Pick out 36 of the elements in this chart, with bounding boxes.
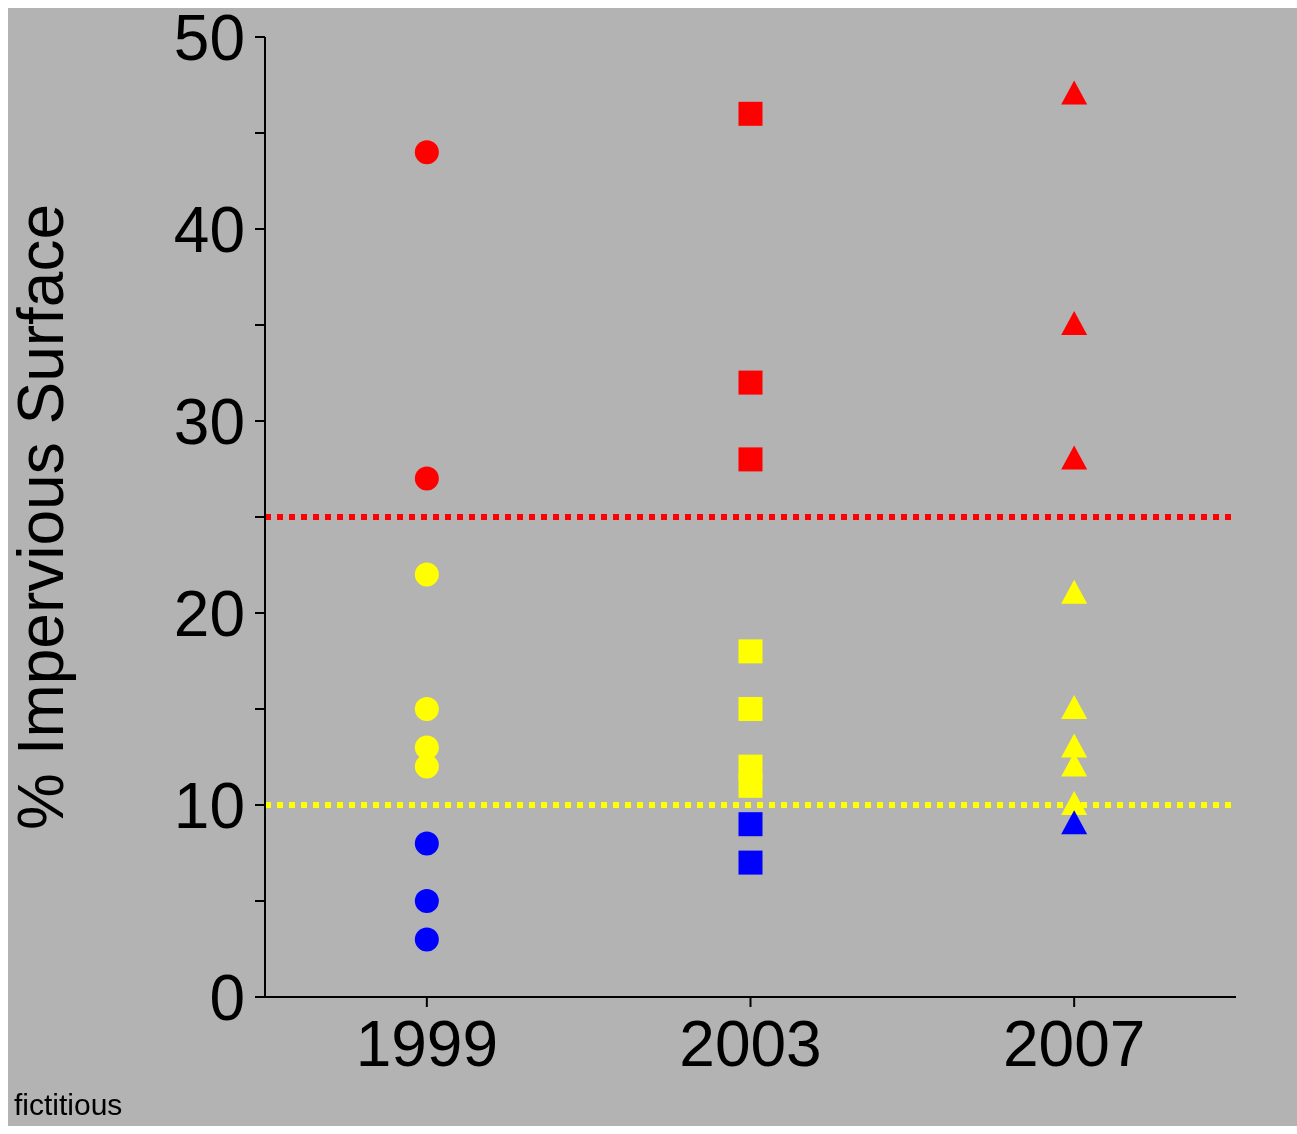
- point: [738, 850, 763, 875]
- point: [414, 889, 439, 913]
- y-tick-label: 50: [173, 1, 245, 74]
- y-tick-label: 30: [173, 385, 245, 458]
- y-tick-label: 40: [173, 193, 245, 266]
- point: [1061, 733, 1088, 758]
- x-tick-label: 1999: [355, 1008, 499, 1081]
- point: [1061, 791, 1088, 815]
- point: [414, 697, 439, 721]
- point: [414, 927, 439, 952]
- point: [414, 754, 439, 779]
- point: [414, 831, 439, 856]
- y-tick-label: 10: [173, 769, 245, 842]
- point: [414, 466, 439, 491]
- point: [738, 370, 763, 395]
- y-tick-label: 20: [173, 577, 245, 650]
- y-tick-label: 0: [209, 961, 245, 1034]
- x-tick-label: 2003: [679, 1008, 822, 1081]
- point: [1061, 695, 1088, 719]
- y-axis-title: % Impervious Surface: [4, 203, 77, 831]
- point: [738, 773, 763, 798]
- point: [738, 812, 763, 837]
- point: [414, 562, 439, 587]
- point: [738, 697, 763, 721]
- point: [414, 140, 439, 165]
- point: [1061, 810, 1088, 835]
- text: fictitious: [14, 1088, 123, 1122]
- x-tick-label: 2007: [1002, 1008, 1146, 1081]
- point: [1061, 579, 1088, 604]
- point: [738, 639, 763, 664]
- point: [414, 735, 439, 760]
- point: [738, 101, 763, 126]
- point: [1061, 80, 1088, 105]
- point: [1061, 445, 1088, 470]
- point: [1061, 311, 1088, 335]
- point: [738, 447, 763, 472]
